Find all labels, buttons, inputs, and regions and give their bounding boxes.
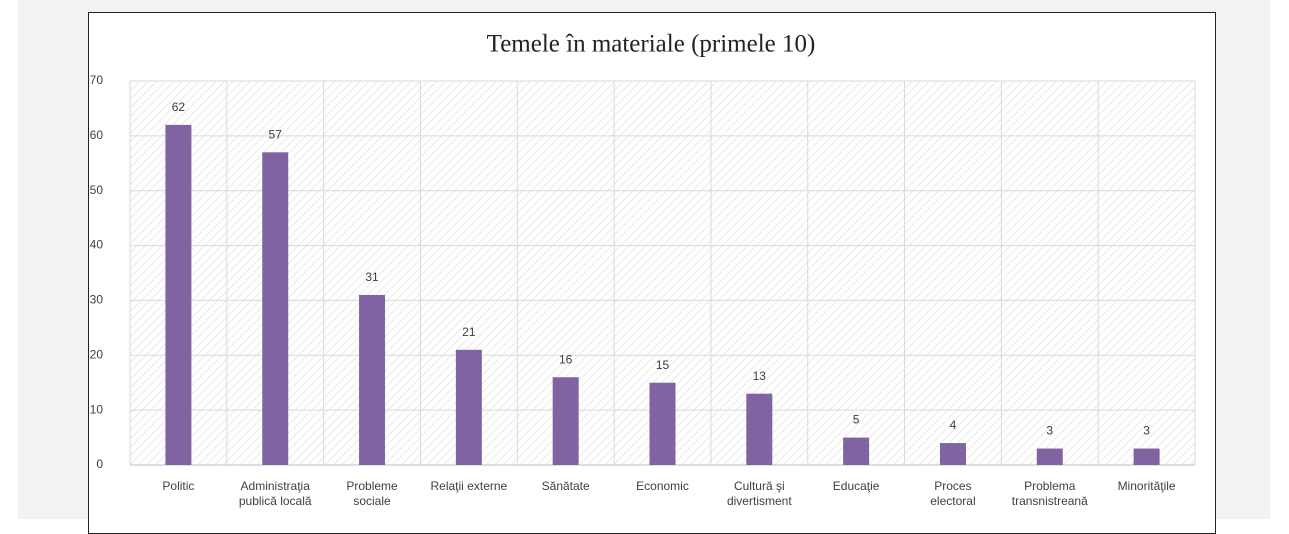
data-label: 3 (1143, 424, 1150, 438)
bar (552, 377, 579, 465)
data-label: 21 (462, 325, 476, 339)
chart-title: Temele în materiale (primele 10) (487, 31, 816, 58)
bar (455, 349, 482, 465)
data-label: 5 (853, 413, 860, 427)
bar (649, 382, 676, 465)
data-label: 3 (1046, 424, 1053, 438)
data-label: 15 (656, 358, 670, 372)
data-label: 13 (753, 369, 767, 383)
y-tick-label: 20 (90, 347, 104, 361)
x-tick-label: Relaţii externe (430, 479, 508, 493)
bar (262, 152, 289, 466)
chart: Temele în materiale (primele 10) 0 10 20 30… (90, 31, 1196, 471)
x-tick-label: Minorităţile (1117, 479, 1176, 493)
x-tick-label: Educaţie (832, 479, 880, 493)
x-tick-label: Probleme sociale (346, 479, 398, 508)
x-tick-label: Economic (636, 479, 689, 493)
bar (939, 443, 966, 465)
data-label: 62 (172, 100, 186, 114)
data-label: 16 (559, 352, 573, 366)
x-tick-label: Sănătate (541, 479, 590, 493)
y-tick-label: 50 (90, 183, 104, 197)
y-tick-label: 40 (90, 238, 104, 252)
bar (165, 124, 192, 465)
page: {"chart_data": {"type": "bar", "title": … (18, 0, 1270, 534)
y-tick-label: 70 (90, 73, 104, 87)
data-label: 57 (269, 127, 283, 141)
x-tick-label: Cultură şi divertisment (726, 479, 792, 508)
x-tick-label: Problema transnistreană (1011, 479, 1088, 508)
bar (1036, 448, 1063, 465)
y-tick-label: 60 (90, 128, 104, 142)
bar (843, 437, 870, 465)
data-label: 4 (950, 418, 957, 432)
x-tick-label: Politic (162, 479, 195, 493)
x-tick-label: Administraţia publică locală (238, 479, 312, 508)
bar (746, 393, 773, 465)
data-label: 31 (365, 270, 379, 284)
x-tick-label: Proces electoral (930, 479, 976, 508)
bar (359, 294, 386, 465)
y-tick-label: 0 (96, 457, 103, 471)
y-tick-label: 10 (90, 402, 104, 416)
y-tick-label: 30 (90, 293, 104, 307)
bar (1133, 448, 1160, 465)
